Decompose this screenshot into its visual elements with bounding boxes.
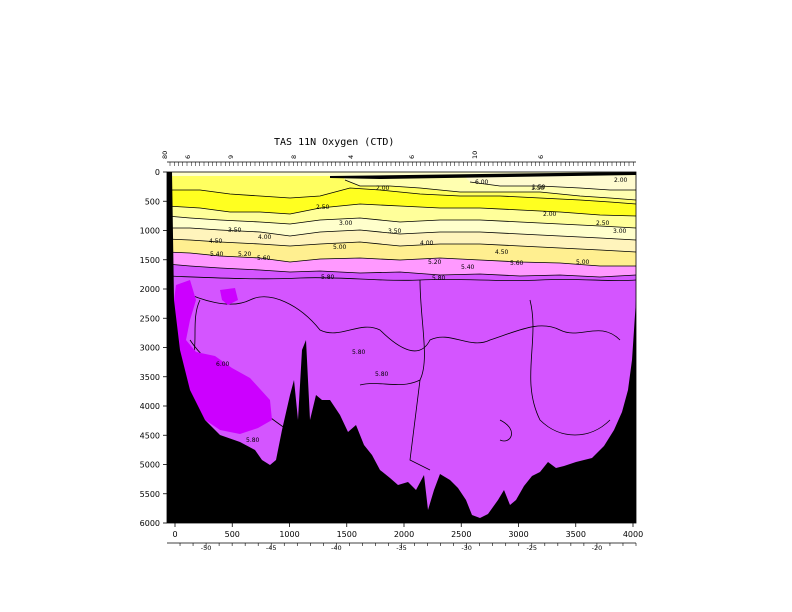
lon-tick-label: -45	[266, 544, 277, 552]
x-tick-label: 0	[172, 530, 177, 539]
contour-mid-4	[499, 419, 512, 442]
station-label: 6	[537, 155, 545, 159]
station-label: 6	[184, 155, 192, 159]
contour-mid-1	[359, 279, 425, 386]
y-tick-label: 6000	[140, 519, 160, 528]
contour-label: 2.00	[543, 211, 557, 218]
x-tick-label: 3500	[566, 530, 586, 539]
oxygen-bands	[167, 172, 636, 277]
contour-4-00	[167, 227, 636, 241]
contour-lines	[167, 179, 636, 471]
contour-label: 5.80	[321, 274, 335, 281]
y-tick-label: 2500	[140, 314, 160, 323]
contour-label: 4.50	[209, 238, 223, 245]
contour-label: 5.80	[375, 371, 389, 378]
contour-label: 5.40	[210, 251, 224, 258]
top-ticks	[169, 162, 634, 166]
contour-label: 5.60	[510, 260, 524, 267]
contour-label: 6.00	[475, 179, 489, 186]
contour-label: 2.50	[596, 220, 610, 227]
contour-label: 5.20	[238, 251, 252, 258]
contour-5-20	[167, 251, 636, 267]
contour-1-50	[469, 181, 636, 191]
y-tick-label: 1000	[140, 227, 160, 236]
contour-3-00	[167, 203, 636, 217]
contour-label: 5.00	[333, 244, 347, 251]
x-axis: 0 500 1000 1500 2000 2500 3000 3500 4000	[172, 523, 643, 539]
contour-label: 2.50	[316, 204, 330, 211]
deep-core-patch	[220, 288, 238, 305]
station-label: 9	[227, 155, 235, 159]
contour-label: 5.80	[352, 349, 366, 356]
y-tick-label: 4000	[140, 402, 160, 411]
deep-core-region	[170, 280, 272, 434]
y-tick-label: 3000	[140, 344, 160, 353]
contour-label: 1.50	[532, 184, 546, 191]
y-tick-label: 4500	[140, 431, 160, 440]
contour-label: 5.20	[428, 259, 442, 266]
chart-title: TAS 11N Oxygen (CTD)	[274, 137, 394, 148]
contour-label: 5.60	[257, 255, 271, 262]
y-axis: 0 500 1000 1500 2000 2500 3000 3500 4000 4500 5000…	[140, 168, 167, 528]
surface-dark-line	[330, 172, 636, 179]
station-label: 80	[161, 151, 169, 159]
lon-tick-label: -35	[396, 544, 407, 552]
contour-label: 2.00	[614, 177, 628, 184]
contour-label: 3.00	[613, 228, 627, 235]
y-tick-label: 5500	[140, 490, 160, 499]
contour-5-80-main	[179, 289, 621, 352]
contour-label: 5.80	[246, 437, 260, 444]
lon-tick-label: -30	[461, 544, 472, 552]
lon-tick-label: -50	[201, 544, 212, 552]
x-tick-label: 1500	[337, 530, 357, 539]
y-tick-label: 2000	[140, 285, 160, 294]
x-tick-label: 2000	[394, 530, 414, 539]
contour-label: 2.00	[376, 185, 390, 192]
x-tick-label: 500	[225, 530, 240, 539]
contour-label: 4.00	[258, 234, 272, 241]
contour-5-40	[167, 263, 636, 278]
contour-label: 5.80	[432, 275, 446, 282]
station-label: 8	[290, 155, 298, 159]
x-tick-label: 4000	[623, 530, 643, 539]
contour-label: 5.00	[576, 259, 590, 266]
station-label: 4	[347, 155, 355, 159]
contour-2-50	[167, 187, 636, 205]
station-labels: 80 6 9 8 4 6 10 6	[161, 151, 545, 159]
contour-labels: 2.00 1.502.002.503.003.504.004.505.005.20…	[209, 177, 628, 444]
y-tick-label: 1500	[140, 256, 160, 265]
station-label: 6	[408, 155, 416, 159]
contour-label: 4.50	[495, 249, 509, 256]
contour-label: 3.50	[228, 227, 242, 234]
contour-label: 6.00	[216, 361, 230, 368]
contour-label: 3.50	[388, 228, 402, 235]
lon-tick-label: -20	[592, 544, 603, 552]
contour-label: 1.50	[531, 185, 545, 192]
station-label: 10	[471, 151, 479, 159]
longitude-axis: -50 -45 -40 -35 -30 -25 -20	[179, 543, 637, 552]
y-tick-label: 500	[145, 197, 160, 206]
lon-tick-label: -40	[331, 544, 342, 552]
contour-2-00	[344, 179, 636, 201]
y-tick-label: 5000	[140, 461, 160, 470]
y-tick-label: 3500	[140, 373, 160, 382]
x-tick-label: 1000	[279, 530, 299, 539]
lon-tick-label: -25	[526, 544, 537, 552]
contour-3-50	[167, 215, 636, 229]
contour-label: 3.00	[339, 220, 353, 227]
x-tick-label: 2500	[451, 530, 471, 539]
bottom-topography	[167, 172, 636, 523]
y-tick-label: 0	[155, 168, 160, 177]
contour-mid-3	[409, 379, 431, 471]
contour-label: 4.00	[420, 240, 434, 247]
contour-label: 5.40	[461, 264, 475, 271]
contour-mid-2	[529, 299, 611, 436]
contour-4-50	[167, 238, 636, 253]
plot-area: 2.00 1.502.002.503.003.504.004.505.005.20…	[167, 172, 636, 523]
x-tick-label: 3000	[508, 530, 528, 539]
